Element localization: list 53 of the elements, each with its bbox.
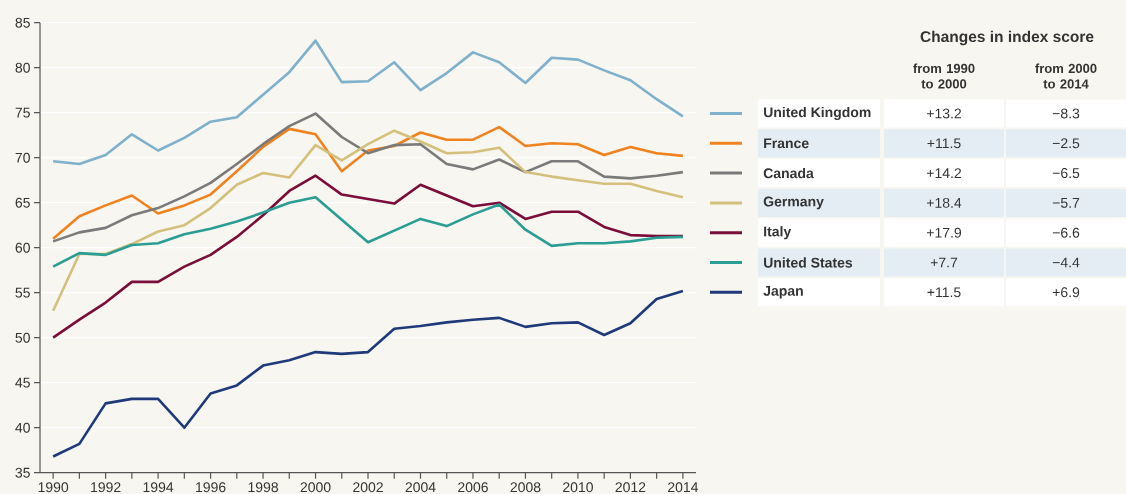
x-tick-label: 2004	[405, 482, 436, 493]
x-tick-label: 2002	[353, 482, 383, 493]
y-tick-label: 45	[15, 377, 30, 388]
text: +7.7	[930, 257, 958, 268]
x-tick-label: 2006	[458, 482, 488, 493]
line-series	[51, 195, 685, 268]
y-tick-label: 75	[15, 107, 30, 118]
x-tick-label: 2008	[510, 482, 541, 493]
y-tick-label: 35	[15, 467, 30, 478]
legend-label: Japan	[763, 286, 803, 299]
legend-label: Germany	[763, 196, 824, 210]
y-tick-label: 85	[15, 17, 30, 28]
text: +18.4	[926, 197, 962, 208]
text: +6.9	[1052, 287, 1080, 298]
y-tick-label: 40	[15, 422, 30, 433]
legend-label: Canada	[763, 167, 814, 179]
x-tick-label: 2010	[563, 482, 593, 493]
legend-label: France	[764, 138, 809, 149]
y-tick-label: 70	[15, 152, 30, 163]
text: −2.5	[1052, 138, 1080, 149]
text: −6.6	[1052, 227, 1080, 238]
x-tick-label: 2012	[615, 482, 646, 493]
legend-label: Italy	[764, 226, 792, 240]
y-tick-label: 65	[15, 197, 30, 208]
y-tick-label: 50	[15, 332, 30, 343]
line-series	[51, 174, 685, 339]
line-series	[51, 289, 685, 458]
x-tick-label: 1994	[143, 482, 174, 493]
legend-label: United States	[764, 257, 853, 268]
y-tick-label: 60	[15, 242, 30, 253]
text: from 2000 to 2014	[1035, 63, 1097, 89]
text: −5.7	[1052, 198, 1080, 208]
x-tick-label: 2014	[668, 482, 699, 493]
text: +17.9	[926, 227, 962, 238]
text: −4.4	[1052, 257, 1080, 268]
x-tick-label: 1996	[196, 482, 226, 493]
text: Changes in index score	[920, 30, 1094, 46]
text: from 1990 to 2000	[913, 63, 975, 89]
text: +11.5	[927, 287, 961, 298]
line-series	[51, 129, 685, 312]
text: +13.2	[926, 108, 962, 119]
x-tick-label: 1990	[38, 482, 69, 493]
x-tick-label: 1998	[248, 482, 279, 493]
x-tick-label: 2000	[300, 482, 331, 493]
x-tick-label: 1992	[91, 482, 121, 493]
text: −8.3	[1052, 108, 1080, 119]
line-series	[51, 39, 685, 166]
text: +14.2	[926, 168, 962, 178]
legend-label: United Kingdom	[764, 106, 871, 121]
text: +11.5	[927, 138, 961, 149]
y-tick-label: 55	[15, 287, 30, 298]
y-tick-label: 80	[15, 62, 30, 73]
text: −6.5	[1052, 168, 1080, 179]
